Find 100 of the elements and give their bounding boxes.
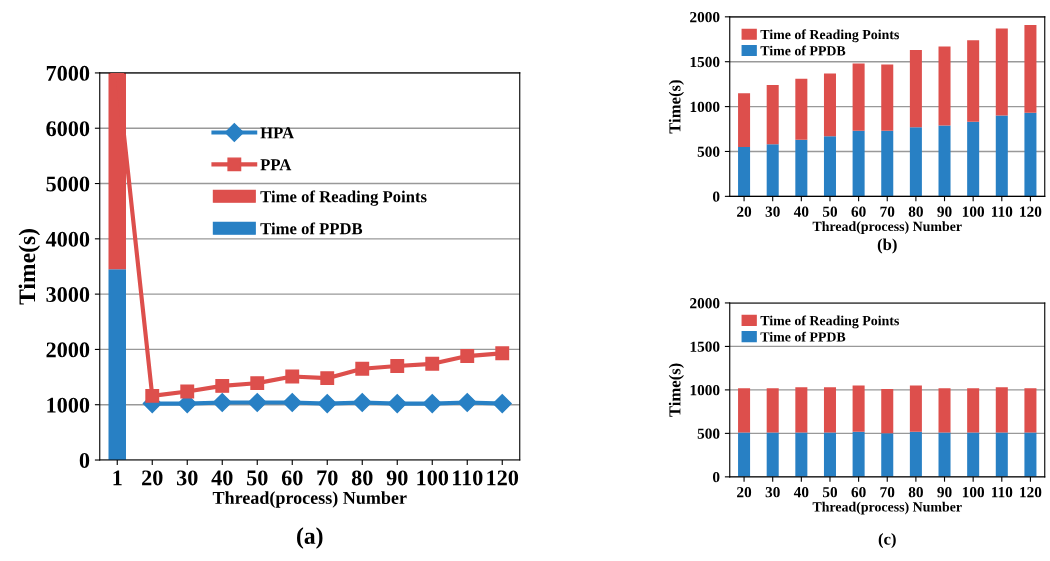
bar bbox=[738, 146, 751, 197]
bar bbox=[909, 385, 922, 432]
x-axis-title: Thread(process) Number bbox=[212, 491, 407, 508]
y-axis-title: Time(s) bbox=[18, 229, 41, 305]
y-tick-label: 2000 bbox=[690, 298, 720, 309]
legend-label: PPA bbox=[260, 159, 292, 171]
y-tick-label: 2000 bbox=[690, 11, 720, 23]
bar bbox=[938, 388, 951, 433]
y-tick-label: 1000 bbox=[47, 397, 90, 413]
x-tick-label: 30 bbox=[176, 470, 198, 486]
bar bbox=[967, 40, 980, 122]
bar bbox=[881, 64, 894, 131]
x-tick-label: 40 bbox=[793, 206, 809, 217]
bar bbox=[766, 432, 779, 477]
bar bbox=[1024, 432, 1037, 477]
x-axis-title: Thread(process) Number bbox=[812, 221, 962, 234]
bar bbox=[938, 125, 951, 197]
bar bbox=[795, 432, 808, 477]
x-tick-label: 90 bbox=[937, 487, 952, 498]
y-tick-label: 4000 bbox=[45, 231, 90, 247]
x-tick-label: 100 bbox=[962, 487, 985, 498]
x-tick-label: 70 bbox=[880, 487, 895, 498]
bar bbox=[909, 50, 922, 128]
x-tick-label: 120 bbox=[1020, 487, 1042, 498]
x-tick-label: 90 bbox=[386, 470, 408, 486]
x-tick-label: 100 bbox=[417, 470, 449, 486]
bar bbox=[995, 28, 1008, 116]
y-tick-label: 2000 bbox=[46, 342, 90, 358]
bar bbox=[881, 389, 894, 434]
point bbox=[355, 361, 370, 376]
x-tick-label: 30 bbox=[765, 206, 780, 217]
x-tick-label: 110 bbox=[452, 470, 483, 486]
legend-label: Time of PPDB bbox=[760, 331, 846, 342]
bar bbox=[823, 73, 836, 137]
bar bbox=[1024, 388, 1037, 433]
y-tick-label: 1000 bbox=[690, 101, 720, 113]
bar bbox=[1024, 24, 1037, 113]
y-tick-label: 7000 bbox=[46, 65, 90, 81]
legend-label: Time of PPDB bbox=[260, 222, 363, 235]
x-tick-label: 1 bbox=[113, 470, 122, 486]
y-tick-label: 0 bbox=[712, 191, 720, 202]
y-axis-title: Time(s) bbox=[668, 80, 684, 134]
y-tick-label: 3000 bbox=[46, 287, 90, 303]
point bbox=[460, 349, 475, 364]
bar bbox=[823, 432, 836, 477]
bar bbox=[738, 93, 751, 147]
bar bbox=[795, 387, 808, 433]
bar bbox=[967, 121, 980, 197]
bar bbox=[766, 85, 779, 145]
bar bbox=[909, 431, 922, 477]
point bbox=[145, 388, 160, 403]
x-tick-label: 80 bbox=[908, 487, 923, 498]
bar bbox=[881, 130, 894, 197]
x-tick-label: 40 bbox=[793, 487, 809, 498]
bar bbox=[823, 387, 836, 433]
point bbox=[457, 392, 477, 413]
x-tick-label: 110 bbox=[991, 487, 1013, 498]
x-tick-label: 60 bbox=[281, 470, 303, 486]
x-tick-label: 20 bbox=[142, 470, 163, 486]
bar bbox=[881, 433, 894, 477]
point bbox=[390, 359, 405, 373]
point bbox=[212, 392, 232, 413]
x-tick-label: 60 bbox=[851, 206, 866, 217]
bar bbox=[738, 432, 751, 477]
bar bbox=[995, 115, 1008, 197]
y-tick-label: 500 bbox=[697, 146, 720, 157]
point bbox=[320, 371, 335, 386]
legend-label: Time of Reading Points bbox=[760, 29, 899, 43]
text: (c) bbox=[878, 532, 896, 549]
point bbox=[250, 376, 265, 391]
point bbox=[282, 392, 302, 413]
point bbox=[317, 394, 337, 414]
point bbox=[352, 392, 372, 413]
bar bbox=[852, 431, 865, 477]
bar bbox=[795, 139, 808, 197]
point bbox=[492, 394, 512, 414]
bar bbox=[823, 136, 836, 197]
y-tick-label: 0 bbox=[79, 452, 90, 468]
point bbox=[215, 378, 230, 393]
x-tick-label: 120 bbox=[1020, 206, 1042, 217]
bar bbox=[938, 432, 951, 477]
x-tick-label: 50 bbox=[822, 487, 838, 498]
y-tick-label: 1500 bbox=[690, 341, 720, 352]
point bbox=[285, 369, 300, 384]
bar bbox=[967, 388, 980, 433]
x-tick-label: 120 bbox=[487, 470, 519, 486]
bar bbox=[938, 46, 951, 126]
bar bbox=[995, 387, 1008, 433]
x-tick-label: 50 bbox=[822, 206, 838, 217]
point bbox=[180, 384, 195, 399]
x-axis-title: Thread(process) Number bbox=[812, 501, 962, 515]
text: (a) bbox=[297, 527, 323, 549]
bar bbox=[852, 63, 865, 131]
y-tick-label: 5000 bbox=[46, 176, 90, 192]
x-tick-label: 100 bbox=[962, 206, 985, 217]
point bbox=[247, 392, 267, 413]
y-tick-label: 1000 bbox=[690, 385, 720, 396]
y-tick-label: 0 bbox=[712, 471, 720, 483]
x-tick-label: 110 bbox=[991, 206, 1013, 217]
x-tick-label: 90 bbox=[937, 206, 952, 217]
